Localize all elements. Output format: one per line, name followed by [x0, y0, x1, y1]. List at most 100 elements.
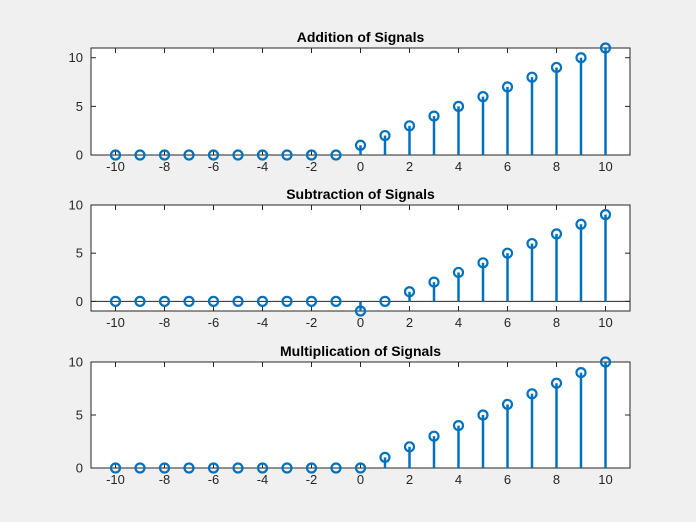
x-tick-label: -8 [159, 315, 171, 330]
stem-marker [379, 129, 391, 142]
stem-marker [183, 295, 195, 307]
stem-marker [550, 228, 563, 240]
x-tick-label: -10 [106, 159, 125, 174]
stem-marker [550, 377, 563, 389]
stem-marker [403, 286, 416, 298]
stem-marker [575, 52, 587, 64]
x-tick-label: 4 [455, 472, 462, 487]
chart-title: Subtraction of Signals [286, 186, 435, 202]
x-tick-label: 4 [455, 159, 462, 174]
stem-marker [379, 451, 391, 463]
chart-title: Multiplication of Signals [280, 343, 441, 359]
stem-marker [599, 209, 612, 221]
stem-marker [477, 91, 489, 103]
stem-marker [526, 237, 538, 250]
stem-marker [305, 149, 318, 161]
x-tick-label: 10 [598, 472, 612, 487]
x-tick-label: -10 [106, 315, 125, 330]
x-tick-label: 2 [406, 315, 413, 330]
stem-marker [550, 61, 563, 74]
stem-marker [207, 462, 220, 474]
stem-marker [256, 462, 269, 474]
stem-marker [109, 295, 122, 307]
x-tick-label: 6 [504, 315, 511, 330]
stem-marker [526, 388, 538, 400]
stem-marker [207, 295, 220, 307]
x-tick-label: 0 [357, 159, 364, 174]
stem-marker [281, 462, 293, 474]
stem-marker [575, 367, 587, 379]
y-tick-label: 0 [76, 294, 83, 309]
stem-marker [109, 149, 122, 161]
axes-box [90, 47, 631, 156]
stem-marker [428, 276, 440, 288]
stem-marker [501, 81, 514, 93]
subplot-addition: -10 -8 -6 -4 -2 0 2 4 6 8 10 0 5 10 Addition of Signal… [69, 29, 631, 174]
stem-marker [281, 149, 293, 161]
x-tick-label: 8 [553, 315, 560, 330]
x-tick-label: -8 [159, 472, 171, 487]
subplot-multiplication: -10 -8 -6 -4 -2 0 2 4 6 8 10 0 5 10 Multiplication of … [69, 343, 631, 487]
stem-marker [158, 149, 171, 161]
stem-marker [330, 149, 342, 161]
stem-marker [183, 149, 195, 161]
stem-marker [452, 420, 465, 432]
x-tick-label: 10 [598, 159, 612, 174]
x-tick-label: 8 [553, 159, 560, 174]
stem-marker [354, 139, 367, 151]
stem-marker [183, 462, 195, 474]
stem-marker [501, 247, 514, 259]
stem-marker [134, 295, 146, 307]
x-tick-label: 8 [553, 472, 560, 487]
stem-marker [354, 462, 367, 474]
stem-marker [501, 398, 514, 410]
x-tick-label: -6 [208, 159, 220, 174]
axes-box [90, 361, 631, 469]
stem-marker [109, 462, 122, 474]
x-tick-label: -8 [159, 159, 171, 174]
stem-marker [575, 218, 587, 230]
x-tick-label: 0 [357, 315, 364, 330]
y-tick-label: 0 [76, 148, 83, 163]
stem-marker [477, 409, 489, 421]
x-tick-label: 4 [455, 315, 462, 330]
axes-box [90, 204, 631, 312]
x-tick-label: 6 [504, 159, 511, 174]
stem-marker [354, 305, 367, 317]
stem-marker [452, 266, 465, 279]
y-tick-label: 0 [76, 461, 83, 476]
chart-title: Addition of Signals [297, 29, 425, 45]
stem-marker [305, 295, 318, 307]
stem-marker [403, 441, 416, 453]
x-tick-label: -6 [208, 315, 220, 330]
y-tick-label: 10 [69, 355, 83, 370]
x-tick-label: 10 [598, 315, 612, 330]
x-tick-label: -2 [306, 472, 318, 487]
y-tick-label: 10 [69, 198, 83, 213]
subplot-subtraction: -10 -8 -6 -4 -2 0 2 4 6 8 10 0 5 10 Subtraction of Sig… [69, 186, 631, 330]
y-tick-label: 5 [76, 99, 83, 114]
stem-marker [232, 149, 244, 161]
stem-marker [232, 295, 244, 307]
stem-marker [379, 295, 391, 307]
stem-marker [232, 462, 244, 474]
stem-marker [256, 295, 269, 307]
stem-marker [428, 110, 440, 122]
stem-marker [330, 462, 342, 474]
stem-marker [403, 120, 416, 132]
x-tick-label: -4 [257, 159, 269, 174]
x-tick-label: -2 [306, 315, 318, 330]
stem-marker [158, 295, 171, 307]
stem-marker [428, 430, 440, 442]
stem-marker [526, 71, 538, 83]
x-tick-label: 2 [406, 472, 413, 487]
x-tick-label: 2 [406, 159, 413, 174]
x-tick-label: 6 [504, 472, 511, 487]
stem-marker [158, 462, 171, 474]
y-tick-label: 5 [76, 408, 83, 423]
stem-marker [330, 295, 342, 307]
stem-marker [134, 462, 146, 474]
x-tick-label: -10 [106, 472, 125, 487]
stem-marker [207, 149, 220, 161]
